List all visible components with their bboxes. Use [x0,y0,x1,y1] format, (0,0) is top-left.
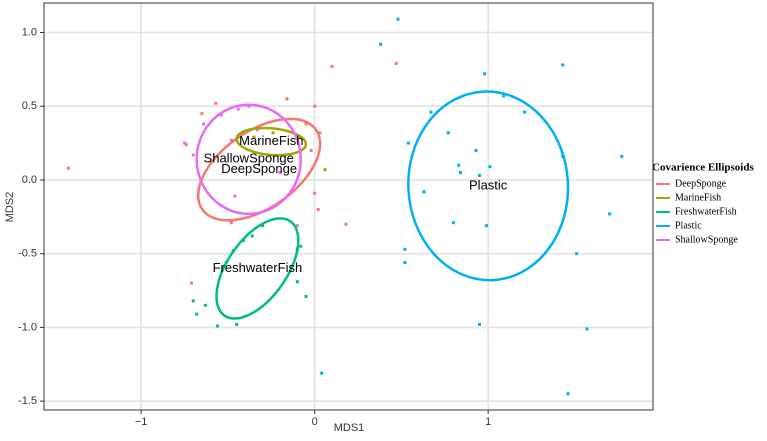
point [299,244,303,248]
point [484,224,488,228]
point [523,110,527,114]
point [304,122,308,126]
covariance-ellipse [235,126,308,157]
x-tick-label: 0 [312,416,318,428]
point [200,112,204,116]
y-tick-label: -1.5 [18,395,37,407]
ellipse-label: ShallowSponge [204,151,294,166]
point [271,131,275,135]
point [502,94,506,98]
x-axis-label: MDS1 [334,422,365,434]
point [575,252,579,256]
point [255,128,259,132]
point [320,371,324,375]
legend-title: Covarience Ellipsoids [652,162,754,174]
point [191,153,195,157]
point [379,42,383,46]
ellipse-label: FreshwaterFish [213,260,303,275]
point [403,261,407,265]
point [309,148,313,152]
point [252,135,256,139]
ellipse-label: Plastic [469,177,508,192]
point [66,166,70,170]
point [406,141,410,145]
point [344,222,348,226]
point [219,113,223,117]
point [191,299,195,303]
point [620,154,624,158]
legend-label: MarineFish [675,192,721,203]
point [316,207,320,211]
legend-label: FreshwaterFish [675,206,737,217]
point [195,312,199,316]
point [457,163,461,167]
point [229,138,233,142]
point [403,247,407,251]
point [429,110,433,114]
point [236,107,240,111]
point [235,322,239,326]
point [313,104,317,108]
point [229,221,233,225]
point [474,148,478,152]
covariance-ellipse [407,90,570,282]
point [202,122,206,126]
point [189,281,193,285]
point [184,143,188,147]
point [477,322,481,326]
plot-background [44,3,653,410]
point [477,174,481,178]
point [304,294,308,298]
y-axis-label: MDS2 [4,192,16,223]
point [608,212,612,216]
ellipse-label: DeepSponge [221,161,297,176]
point [261,224,265,228]
legend-label: Plastic [675,220,702,231]
point [394,61,398,65]
legend-label: DeepSponge [675,178,727,189]
y-tick-label: 0.5 [22,100,37,112]
point [295,224,299,228]
x-tick-label: −1 [135,416,148,428]
point [214,101,218,105]
point [295,280,299,284]
point [183,141,187,145]
ellipse-label: MarineFish [239,133,303,148]
point [422,190,426,194]
point [483,72,487,76]
point [313,191,317,195]
point [458,171,462,175]
point [285,97,289,101]
point [585,327,589,331]
point [250,234,254,238]
plot-border [43,2,654,411]
legend-label: ShallowSponge [675,234,738,245]
point [233,194,237,198]
point [278,171,282,175]
point [203,303,207,307]
point [216,324,220,328]
y-tick-label: -1.0 [18,321,37,333]
point [561,63,565,67]
point [396,17,400,21]
point [247,104,251,108]
point [566,392,570,396]
x-tick-label: 1 [485,416,491,428]
point [318,131,322,135]
y-tick-label: 0.0 [22,174,37,186]
y-tick-label: 1.0 [22,26,37,38]
covariance-ellipse [195,103,303,216]
y-tick-label: -0.5 [18,248,37,260]
point [446,131,450,135]
point [323,168,327,172]
point [451,221,455,225]
point [488,165,492,169]
point [330,64,334,68]
point [297,135,301,139]
covariance-ellipse [215,217,300,320]
